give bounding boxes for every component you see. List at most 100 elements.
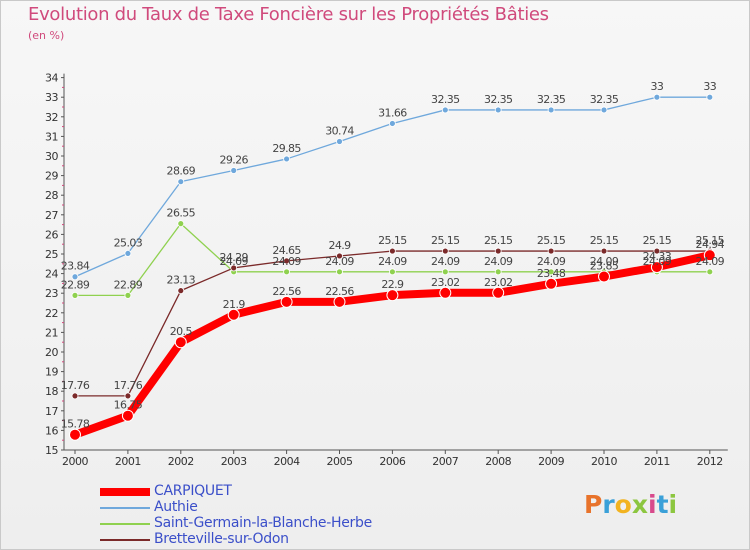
logo-letter: x [631, 490, 648, 519]
data-label: 32.35 [431, 93, 460, 106]
data-point [494, 268, 502, 276]
x-tick-label: 2004 [274, 455, 300, 468]
x-tick-label: 2008 [485, 455, 511, 468]
logo-letter: i [648, 490, 657, 519]
data-label: 28.69 [167, 165, 196, 178]
data-label: 24.29 [219, 251, 248, 264]
data-label: 24.09 [325, 255, 354, 268]
data-label: 24.65 [272, 244, 301, 257]
data-label: 25.15 [484, 234, 513, 247]
data-label: 31.66 [378, 106, 407, 119]
data-label: 25.15 [696, 234, 725, 247]
data-label: 24.09 [378, 255, 407, 268]
y-tick-label: 26 [45, 228, 58, 241]
data-point [230, 264, 238, 272]
data-label: 26.55 [167, 207, 196, 220]
data-label: 25.15 [378, 234, 407, 247]
data-label: 22.56 [272, 285, 301, 298]
x-tick-label: 2010 [591, 455, 617, 468]
data-point [336, 138, 343, 145]
data-label: 24.09 [219, 255, 248, 268]
y-tick-label: 32 [45, 111, 58, 124]
y-tick-label: 17 [45, 405, 58, 418]
data-point [653, 247, 661, 255]
data-point [227, 308, 240, 321]
y-tick-label: 34 [45, 72, 58, 85]
data-point [492, 286, 505, 299]
data-point [177, 220, 185, 228]
data-label: 23.84 [61, 260, 90, 273]
data-label: 23.02 [484, 276, 513, 289]
data-label: 25.15 [431, 234, 460, 247]
y-tick-label: 16 [45, 424, 58, 437]
data-label: 24.09 [537, 255, 566, 268]
data-point [71, 273, 79, 281]
data-point [71, 392, 79, 400]
data-point [650, 261, 663, 274]
x-tick-label: 2001 [115, 455, 141, 468]
data-point [706, 268, 714, 276]
y-tick-label: 27 [45, 209, 58, 222]
data-point [283, 268, 291, 276]
data-label: 17.76 [61, 379, 90, 392]
logo-letter: r [602, 490, 615, 519]
x-tick-label: 2011 [644, 455, 670, 468]
legend-label: Saint-Germain-la-Blanche-Herbe [154, 515, 372, 531]
y-tick-label: 31 [45, 130, 58, 143]
data-point [283, 155, 291, 163]
data-point [388, 268, 396, 276]
data-label: 25.15 [537, 234, 566, 247]
x-tick-label: 2006 [379, 455, 405, 468]
legend-swatch [100, 539, 150, 541]
data-point [441, 247, 449, 255]
data-point [441, 268, 449, 276]
x-tick-label: 2009 [538, 455, 564, 468]
data-label: 24.09 [272, 255, 301, 268]
proxiti-logo: Proxiti [584, 490, 677, 519]
data-point [547, 106, 555, 114]
chart-axes: 15 16 17 18 19 20 21 22 23 24 25 26 27 28 29 30 31 32 33 34… [45, 72, 728, 468]
data-label: 32.35 [537, 93, 566, 106]
data-label: 23.85 [590, 260, 619, 273]
logo-letter: t [656, 490, 669, 519]
data-point [653, 93, 661, 101]
data-label: 24.33 [643, 250, 672, 263]
data-point [283, 257, 291, 265]
legend-label: Bretteville-sur-Odon [154, 531, 289, 547]
data-point [600, 106, 608, 114]
data-point [71, 291, 79, 299]
data-point [177, 178, 185, 186]
legend-label: Authie [154, 499, 198, 515]
data-label: 25.15 [590, 234, 619, 247]
data-point [703, 249, 716, 262]
data-point [547, 268, 555, 276]
data-label: 32.35 [484, 93, 513, 106]
data-point [177, 287, 185, 295]
data-label: 22.56 [325, 285, 354, 298]
y-tick-label: 24 [45, 268, 58, 281]
y-tick-label: 20 [45, 346, 58, 359]
y-tick-label: 29 [45, 170, 58, 183]
data-label: 24.09 [484, 255, 513, 268]
y-tick-label: 23 [45, 287, 58, 300]
chart-data-labels: 23.84 25.03 28.69 29.26 29.85 30.74 31.66 32.35… [61, 80, 725, 431]
logo-letter: P [584, 490, 603, 519]
data-point [69, 428, 81, 441]
data-label: 23.02 [431, 276, 460, 289]
data-point [600, 247, 608, 255]
data-point [124, 250, 132, 257]
data-point [598, 270, 610, 283]
data-label: 22.9 [381, 278, 404, 291]
chart-series [69, 93, 716, 441]
y-tick-label: 15 [45, 444, 58, 457]
data-point [494, 247, 502, 255]
data-label: 20.5 [170, 325, 193, 338]
data-point [336, 252, 343, 260]
chart-title: Evolution du Taux de Taxe Foncière sur l… [28, 4, 549, 25]
data-label: 15.78 [61, 418, 90, 431]
legend-swatch [100, 507, 150, 509]
x-tick-label: 2012 [697, 455, 723, 468]
data-label: 21.9 [223, 298, 246, 311]
line-chart: 15 16 17 18 19 20 21 22 23 24 25 26 27 28 29 30 31 32 33 34… [45, 72, 728, 468]
y-tick-label: 28 [45, 189, 58, 202]
